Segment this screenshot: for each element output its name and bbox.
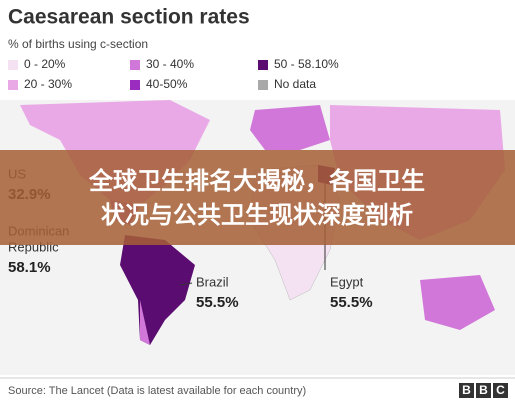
banner-text: 全球卫生排名大揭秘，各国卫生	[88, 167, 425, 195]
logo-block	[476, 383, 491, 398]
europe	[250, 105, 330, 150]
legend-label: 50 - 58.10%	[274, 57, 339, 71]
legend-label: 20 - 30%	[24, 77, 72, 91]
country-value: 55.5%	[196, 294, 239, 311]
country-value: 55.5%	[330, 294, 373, 311]
logo-letter: B	[479, 383, 488, 397]
logo-letter: B	[462, 383, 471, 397]
banner	[0, 150, 515, 245]
legend-swatch	[8, 60, 18, 70]
south-america	[120, 235, 195, 345]
logo-block	[493, 383, 508, 398]
legend-swatch	[258, 80, 268, 90]
legend-label: 0 - 20%	[24, 57, 66, 71]
subtitle: % of births using c-section	[8, 37, 148, 51]
legend-swatch	[130, 80, 140, 90]
legend-label: 30 - 40%	[146, 57, 194, 71]
legend-label: 40-50%	[146, 77, 188, 91]
legend-swatch	[258, 60, 268, 70]
title: Caesarean section rates	[8, 6, 250, 29]
country-value: 58.1%	[8, 259, 51, 276]
legend-swatch	[130, 60, 140, 70]
leader-line	[179, 282, 193, 286]
south-cone	[140, 300, 150, 345]
legend-label: No data	[274, 77, 316, 91]
logo-letter: C	[496, 383, 505, 397]
banner-text: 状况与公共卫生现状深度剖析	[101, 201, 413, 229]
logo-block	[459, 383, 474, 398]
country-name: Brazil	[196, 274, 229, 289]
country-name: Egypt	[330, 274, 364, 289]
australia	[420, 275, 495, 330]
legend-swatch	[8, 80, 18, 90]
source: Source: The Lancet (Data is latest avail…	[8, 385, 306, 397]
